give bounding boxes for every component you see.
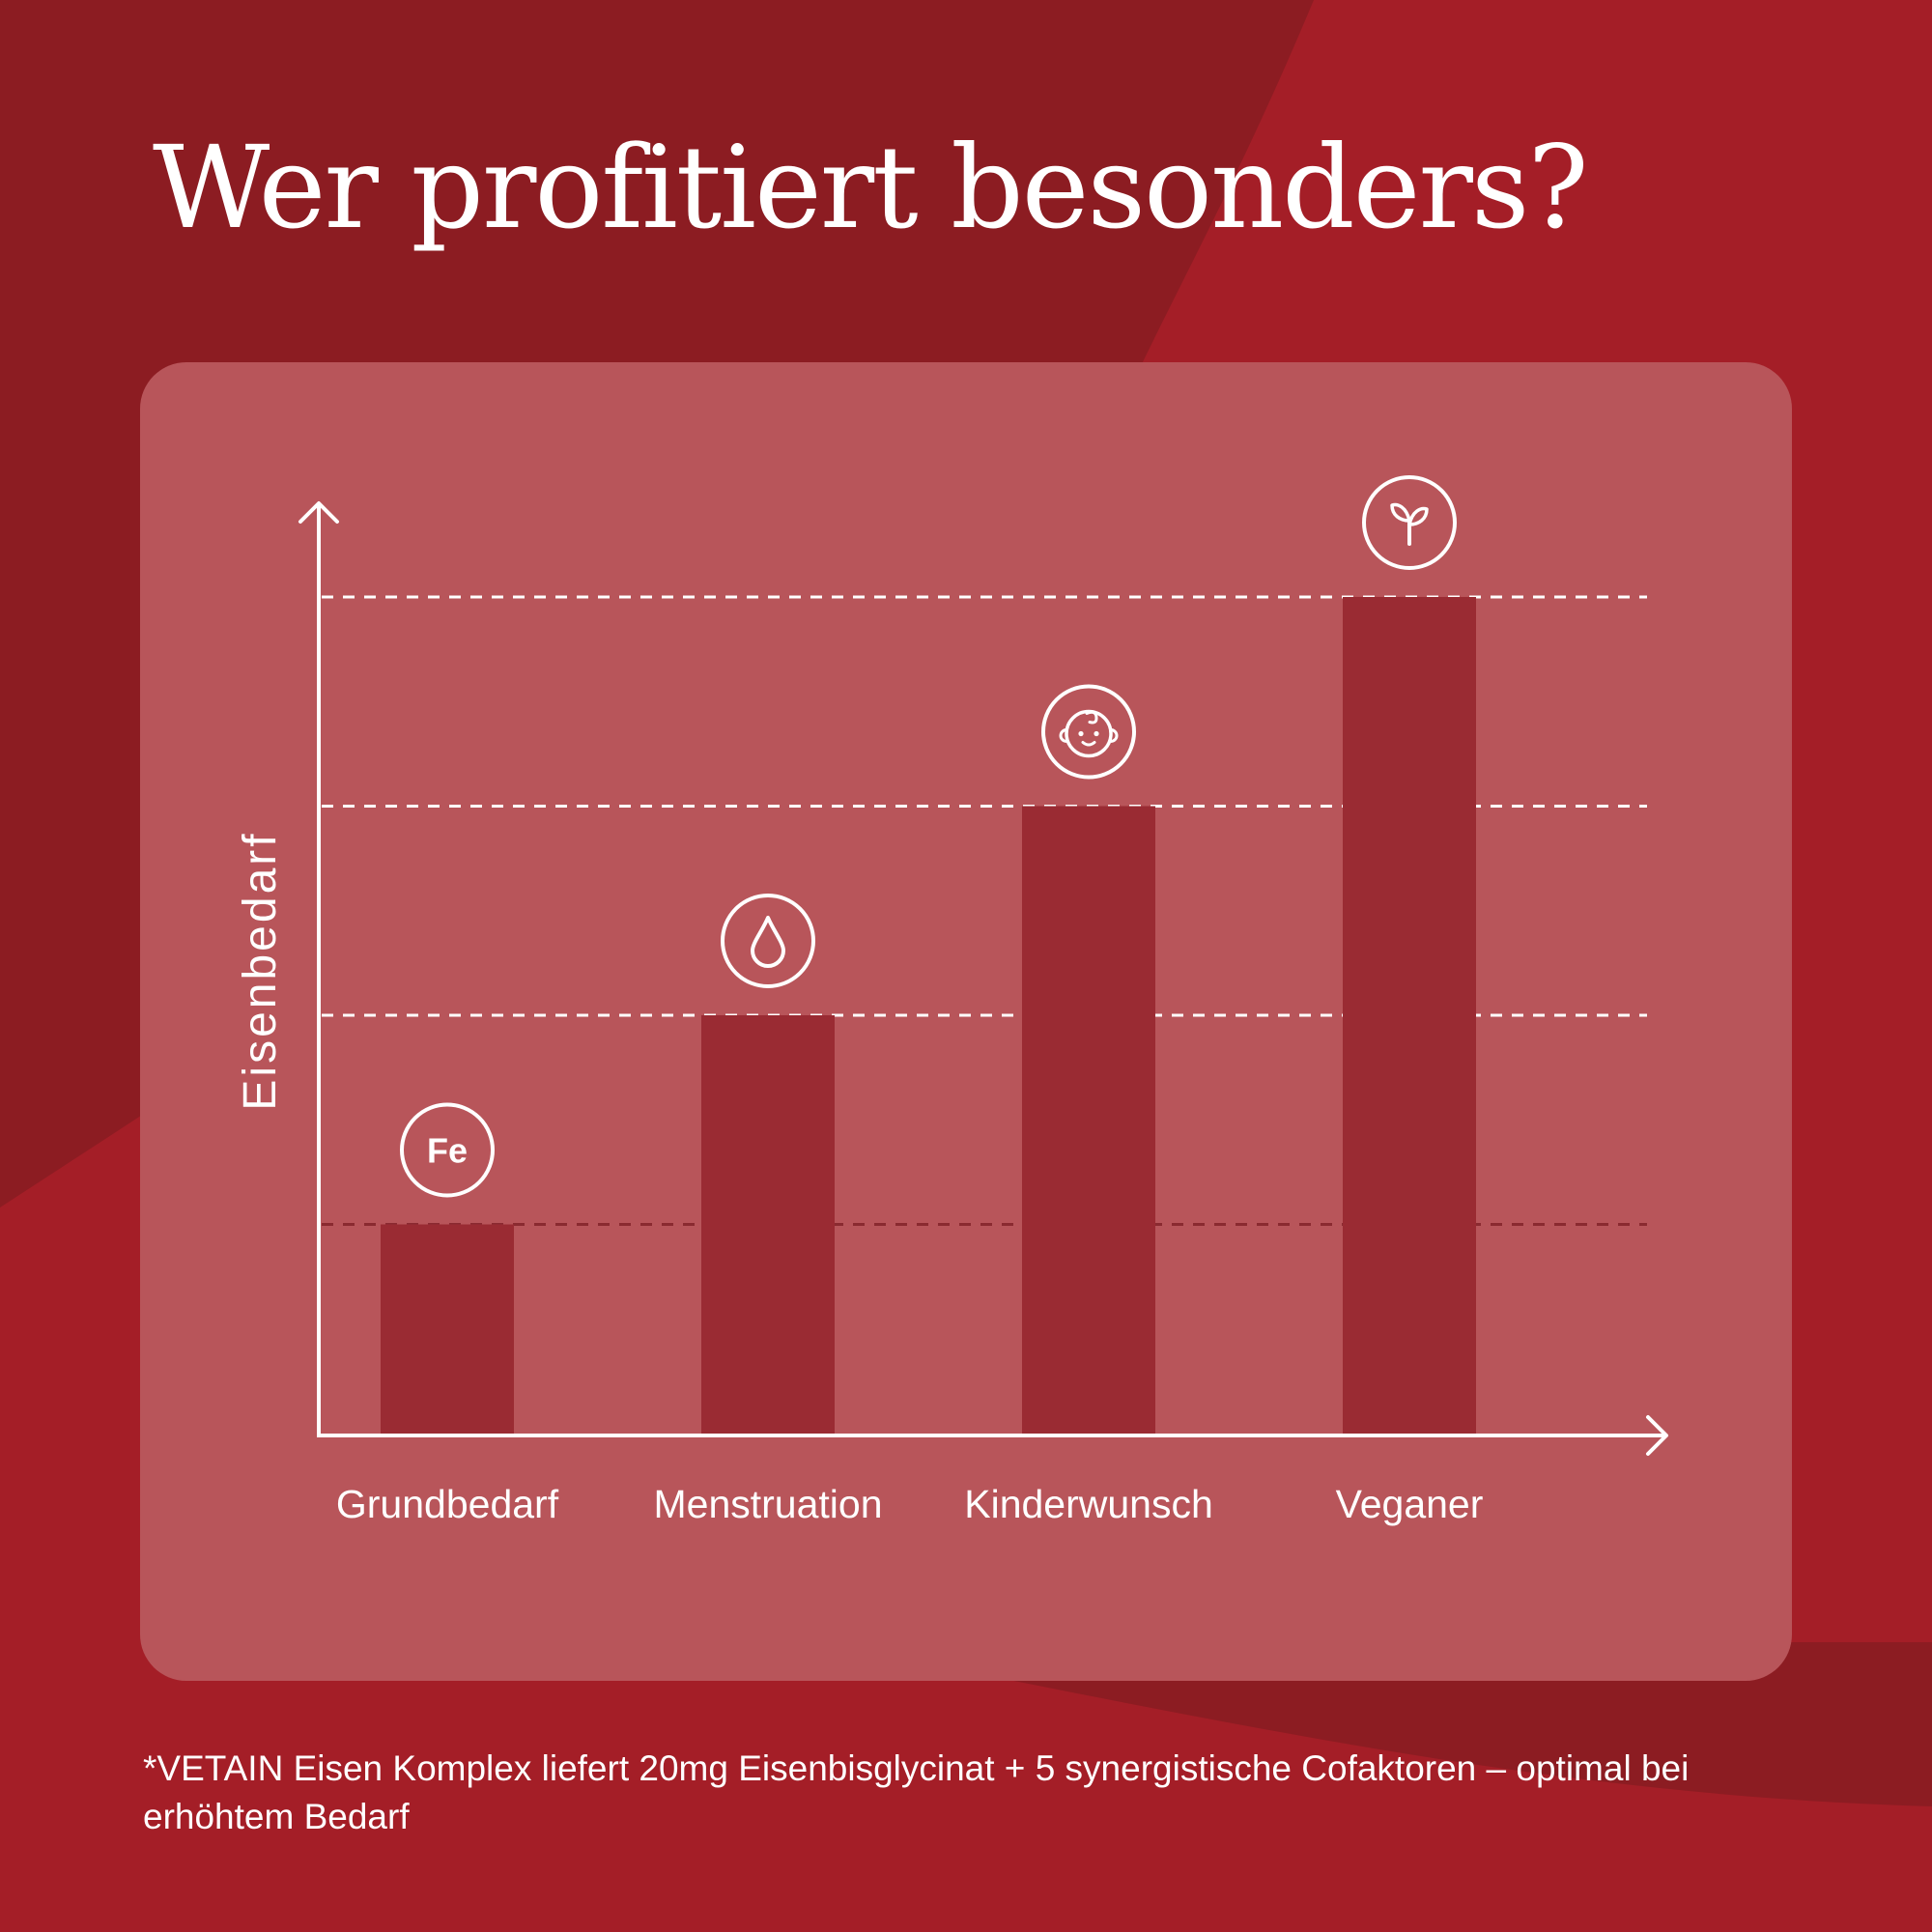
category-label: Veganer [1336,1482,1484,1526]
fe-icon-label: Fe [427,1131,468,1171]
bar [381,1224,514,1434]
bar [701,1015,835,1434]
y-axis-arrow-icon [298,501,339,524]
bar [1022,806,1155,1434]
category-label: Grundbedarf [336,1482,559,1526]
grid-lines [322,595,1647,1226]
axes [298,501,1668,1456]
page-title: Wer profitiert besonders? [153,121,1589,254]
drop-icon [721,894,815,988]
category-label: Kinderwunsch [964,1482,1213,1526]
baby-icon [1041,684,1136,780]
footnote: *VETAIN Eisen Komplex liefert 20mg Eisen… [143,1748,1690,1836]
y-axis-label: Eisenbedarf [235,831,286,1110]
bar [1343,597,1476,1434]
icons: Fe [400,475,1457,1198]
background-dark-shape-bottom [966,1642,1932,1806]
bars [381,597,1476,1434]
category-label: Menstruation [653,1482,882,1526]
x-axis-arrow-icon [1646,1415,1668,1456]
chart-panel [140,362,1792,1681]
sprout-icon [1362,475,1457,570]
fe-icon: Fe [400,1102,495,1198]
category-labels: Grundbedarf Menstruation Kinderwunsch Vegan… [336,1482,1483,1526]
